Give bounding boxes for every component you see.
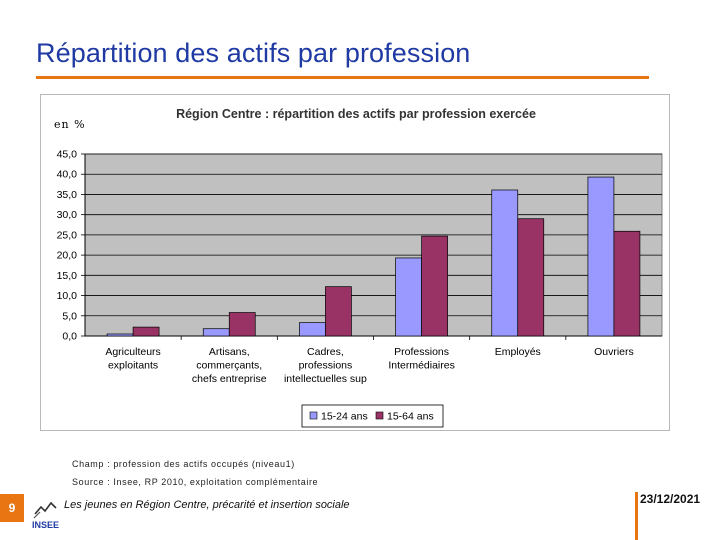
- bar: [106, 333, 134, 337]
- bar: [491, 189, 519, 337]
- x-tick-label: professions: [299, 360, 353, 372]
- x-tick-label: Intermédiaires: [388, 360, 455, 372]
- x-tick-label: chefs entreprise: [192, 373, 267, 385]
- slide-title: Répartition des actifs par profession: [36, 38, 471, 68]
- x-tick-label: Artisans,: [209, 346, 250, 358]
- y-tick-label: 40,0: [57, 169, 78, 181]
- x-tick-label: Cadres,: [307, 346, 344, 358]
- bar: [228, 312, 256, 337]
- y-tick-label: 20,0: [57, 250, 78, 262]
- x-tick-label: Ouvriers: [594, 346, 634, 358]
- plot-area: [84, 153, 663, 337]
- y-tick-label: 15,0: [57, 270, 78, 282]
- footer-divider: [635, 492, 638, 540]
- insee-logo: INSEE: [32, 501, 59, 530]
- source-note: Source : Insee, RP 2010, exploitation co…: [72, 477, 319, 487]
- legend-label: 15-64 ans: [387, 411, 434, 423]
- x-tick-label: Professions: [394, 346, 449, 358]
- bar: [132, 326, 160, 337]
- y-tick-label: 30,0: [57, 209, 78, 221]
- unit-label: en %: [54, 118, 86, 131]
- x-tick-label: Employés: [495, 346, 541, 358]
- footer-date: 23/12/2021: [640, 492, 701, 506]
- page-number: 9: [0, 494, 24, 522]
- x-tick-label: exploitants: [108, 360, 158, 372]
- bar: [299, 322, 326, 337]
- x-tick-label: commerçants,: [196, 360, 262, 372]
- scope-note: Champ : profession des actifs occupés (n…: [72, 459, 295, 469]
- footer-text: Les jeunes en Région Centre, précarité e…: [64, 499, 350, 511]
- chart-title: Région Centre : répartition des actifs p…: [176, 107, 536, 121]
- y-tick-label: 45,0: [57, 149, 78, 161]
- legend-box: [301, 404, 444, 428]
- y-tick-label: 25,0: [57, 229, 78, 241]
- bar: [421, 235, 448, 337]
- bar: [587, 176, 615, 337]
- y-tick-label: 35,0: [57, 189, 78, 201]
- y-tick-label: 0,0: [62, 331, 77, 343]
- bar-chart: Région Centre : répartition des actifs p…: [57, 107, 663, 428]
- bar: [325, 286, 352, 337]
- logo-wordmark: INSEE: [32, 520, 59, 530]
- x-tick-label: Agriculteurs: [105, 346, 160, 358]
- legend-swatch: [375, 411, 384, 420]
- legend-label: 15-24 ans: [321, 411, 368, 423]
- x-tick-label: intellectuelles sup: [284, 373, 367, 385]
- bar: [517, 218, 545, 337]
- chart-frame: Région Centre : répartition des actifs p…: [40, 94, 670, 431]
- bar: [202, 328, 230, 337]
- bar: [613, 230, 641, 337]
- y-tick-label: 10,0: [57, 290, 78, 302]
- y-tick-label: 5,0: [62, 310, 77, 322]
- bar: [395, 257, 422, 337]
- legend-swatch: [309, 411, 318, 420]
- title-underline: [36, 76, 649, 79]
